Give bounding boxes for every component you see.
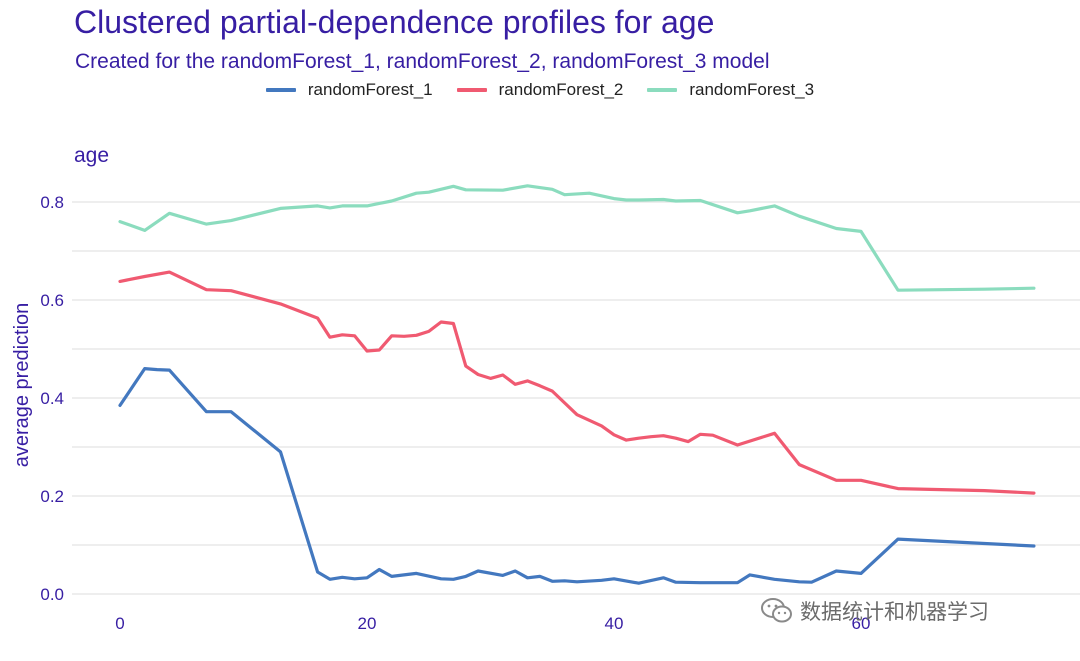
legend-label: randomForest_1 [307,80,433,99]
legend-swatch [456,88,487,92]
x-tick-label: 60 [852,614,871,633]
chart-subtitle: Created for the randomForest_1, randomFo… [75,50,770,73]
wechat-icon [761,598,792,623]
gridlines [72,201,1080,595]
series-line-randomforest-3 [118,184,1036,292]
legend-swatch [265,88,296,92]
legend-item-randomforest-2: randomForest_2 [456,80,624,100]
legend-label: randomForest_2 [498,80,624,99]
y-tick-label: 0.0 [40,585,64,604]
y-axis-title: average prediction [11,303,33,468]
legend-item-randomforest-3: randomForest_3 [647,80,814,100]
chart-title: Clustered partial-dependence profiles fo… [74,4,715,40]
facet-panel-label: age [74,144,110,167]
x-tick-label: 20 [358,614,377,633]
series-lines [118,184,1036,585]
watermark-text: 数据统计和机器学习 [800,601,989,624]
watermark: 数据统计和机器学习 [760,596,989,626]
x-tick-label: 40 [605,614,624,633]
legend-item-randomforest-1: randomForest_1 [265,80,433,100]
legend-label: randomForest_3 [689,80,815,99]
series-line-randomforest-2 [118,270,1036,495]
series-line-randomforest-1 [118,367,1036,585]
y-tick-label: 0.6 [40,291,64,310]
y-tick-label: 0.8 [40,193,64,212]
legend: randomForest_1 randomForest_2 randomFore… [0,80,1080,100]
y-tick-label: 0.4 [40,389,64,408]
y-tick-label: 0.2 [40,487,64,506]
x-tick-label: 0 [115,614,124,633]
legend-swatch [647,88,678,92]
tick-labels: 0.0 0.2 0.4 0.6 0.8 0 20 40 60 [40,193,870,633]
